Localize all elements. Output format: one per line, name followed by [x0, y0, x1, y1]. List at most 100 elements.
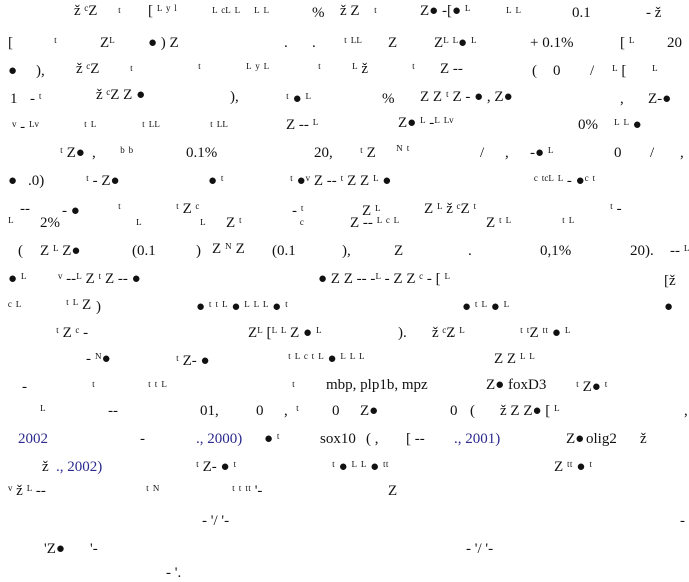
glyph-mark: ᵗ ᴸᴸ	[142, 119, 160, 135]
text-fragment: 0.1	[572, 5, 591, 21]
glyph-mark: - ᴺ●	[86, 351, 111, 367]
glyph-mark: ᴸ	[8, 215, 14, 231]
glyph-mark: Z Z ᵗ Z - ● , Z●	[420, 89, 513, 105]
text-fragment: ),	[36, 63, 45, 79]
glyph-mark: ᵗ Z- ●	[176, 353, 210, 369]
citation-link[interactable]: ., 2000)	[196, 431, 243, 447]
glyph-mark: [ ᴸ	[620, 35, 635, 51]
text-fragment: '-	[90, 541, 98, 557]
glyph-mark: -● ᴸ	[530, 145, 554, 161]
glyph-mark: [ ᴸ ʸ ˡ	[148, 3, 177, 19]
citation-link[interactable]: ., 2001)	[454, 431, 501, 447]
glyph-mark: ᵗ Z● ᵗ	[576, 379, 608, 395]
glyph-mark: ●	[8, 63, 18, 79]
glyph-mark: [ --	[406, 431, 425, 447]
glyph-mark: Z ᴸ ž ᶜZ ᵗ	[424, 201, 477, 217]
glyph-mark: 'Z●	[44, 541, 65, 557]
glyph-mark: ● ᵗ	[264, 431, 280, 447]
glyph-mark: Z -- ᴸ ᶜ ᴸ	[350, 215, 400, 231]
glyph-mark: - ᵗ	[292, 203, 304, 219]
glyph-mark: ●	[664, 299, 674, 315]
glyph-mark: Z	[388, 35, 398, 51]
glyph-mark: -	[22, 379, 27, 395]
glyph-mark: ž Z	[340, 3, 360, 19]
text-fragment: 0	[332, 403, 340, 419]
text-fragment: .	[450, 325, 454, 341]
glyph-mark: Z ᵗ ᴸ	[486, 215, 512, 231]
glyph-mark: ᵗ ᴸ Z	[66, 297, 92, 313]
glyph-mark: ᵛ - ᴸᵛ	[12, 119, 39, 135]
gene-name: foxD3	[508, 377, 547, 393]
glyph-mark: ᴸ [	[612, 63, 627, 79]
glyph-mark: ᵗ Z ᶜ	[176, 201, 200, 217]
glyph-mark: ᴸ ᴸ ●	[614, 117, 642, 133]
text-fragment: /	[480, 145, 485, 161]
text-fragment: /	[650, 145, 655, 161]
glyph-mark: ●	[8, 173, 18, 189]
glyph-mark: ● ) Z	[148, 35, 179, 51]
glyph-mark: ᴸ ᶜᴸ ᴸ	[212, 5, 241, 21]
glyph-mark: ᴸ	[136, 217, 142, 233]
glyph-mark: .	[284, 35, 288, 51]
glyph-mark: ᴸ ᴸ	[254, 5, 269, 21]
glyph-mark: ž	[42, 459, 49, 475]
glyph-mark: Z●	[566, 431, 585, 447]
text-fragment: 0	[256, 403, 264, 419]
glyph-mark: - ž	[646, 5, 662, 21]
glyph-mark: ᵗ ● ᴸ ᴸ ● ᵗᵗ	[332, 459, 389, 475]
text-fragment: ,	[92, 145, 96, 161]
text-fragment: (	[18, 243, 23, 259]
text-fragment: %	[382, 91, 395, 107]
text-fragment: .0)	[28, 173, 45, 189]
text-fragment: (0.1	[132, 243, 156, 259]
text-fragment: /	[590, 63, 595, 79]
glyph-mark: ),	[230, 89, 239, 105]
glyph-mark: --	[20, 201, 30, 217]
glyph-mark: ž ᶜZ ᴸ	[432, 325, 465, 341]
glyph-mark: [	[8, 35, 13, 51]
glyph-mark: ● ᵗ ᵗ ᴸ ● ᴸ ᴸ ᴸ ● ᵗ	[196, 299, 288, 315]
text-fragment: (0.1	[272, 243, 296, 259]
glyph-mark: Z Z ᴸ ᴸ	[494, 351, 535, 367]
text-fragment: ,	[680, 145, 684, 161]
glyph-mark: ᵗ ᴸᴸ	[210, 119, 228, 135]
glyph-mark: ᵗ	[412, 61, 415, 77]
glyph-mark: ᵗ	[92, 379, 95, 395]
glyph-mark: ᵗ	[296, 403, 299, 419]
gene-name: olig2	[586, 431, 617, 447]
glyph-mark: ᵗ ᴸᴸ	[344, 35, 362, 51]
text-fragment: (	[532, 63, 537, 79]
gene-list: mbp, plp1b, mpz	[326, 377, 428, 393]
glyph-mark: ᵗ ●ᵛ Z -- ᵗ Z Z ᴸ ●	[290, 173, 392, 189]
glyph-mark: -	[140, 431, 145, 447]
text-fragment: (	[470, 403, 475, 419]
glyph-mark: Z	[394, 243, 404, 259]
glyph-mark: ᵗ	[292, 379, 295, 395]
glyph-mark: Z ᴺ Z	[212, 241, 245, 257]
glyph-mark: [ž	[664, 273, 676, 289]
glyph-mark: ž	[640, 431, 647, 447]
text-fragment: 2%	[40, 215, 60, 231]
citation-link[interactable]: 2002	[18, 431, 48, 447]
glyph-mark: ● ᵗ	[208, 173, 224, 189]
text-fragment: ( ,	[366, 431, 379, 447]
glyph-mark: - ᵗ	[30, 91, 42, 107]
glyph-mark: ᵗ ᴸ	[562, 215, 575, 231]
glyph-mark: Z ᵗᵗ ● ᵗ	[554, 459, 593, 475]
glyph-mark: ᵗ -	[610, 201, 622, 217]
glyph-mark: ᴸ ᴸ	[506, 5, 521, 21]
glyph-mark: Zᴸ	[100, 35, 115, 51]
text-fragment: 0,1%	[540, 243, 572, 259]
glyph-mark: ž ᶜZ	[74, 3, 98, 19]
glyph-mark: ᵗ ᴺ	[146, 483, 160, 499]
text-fragment: 0.1%	[186, 145, 218, 161]
glyph-mark: ᶜ ᵗᶜᴸ ᴸ - ●ᶜ ᵗ	[534, 173, 596, 189]
glyph-mark: ᵗ	[318, 61, 321, 77]
text-fragment: 0	[614, 145, 622, 161]
citation-link[interactable]: ., 2002)	[56, 459, 103, 475]
glyph-mark: ᵗ Z	[360, 145, 376, 161]
glyph-mark: ᵗ	[118, 201, 121, 217]
text-fragment: 20).	[630, 243, 654, 259]
glyph-mark: ᶜ	[300, 217, 304, 233]
glyph-mark: ž ᶜZ Z ●	[96, 87, 146, 103]
